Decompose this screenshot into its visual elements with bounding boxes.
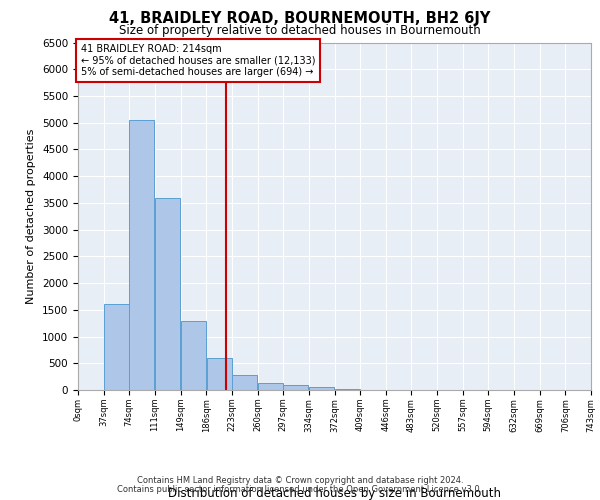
Text: Contains HM Land Registry data © Crown copyright and database right 2024.: Contains HM Land Registry data © Crown c… xyxy=(137,476,463,485)
X-axis label: Distribution of detached houses by size in Bournemouth: Distribution of detached houses by size … xyxy=(168,487,501,500)
Y-axis label: Number of detached properties: Number of detached properties xyxy=(26,128,37,304)
Bar xyxy=(206,358,232,390)
Bar xyxy=(129,120,154,390)
Text: Contains public sector information licensed under the Open Government Licence v3: Contains public sector information licen… xyxy=(118,484,482,494)
Bar xyxy=(283,385,308,390)
Bar xyxy=(257,382,283,390)
Bar xyxy=(104,304,129,390)
Text: Size of property relative to detached houses in Bournemouth: Size of property relative to detached ho… xyxy=(119,24,481,37)
Text: 41, BRAIDLEY ROAD, BOURNEMOUTH, BH2 6JY: 41, BRAIDLEY ROAD, BOURNEMOUTH, BH2 6JY xyxy=(109,11,491,26)
Bar xyxy=(155,198,180,390)
Bar xyxy=(232,375,257,390)
Bar xyxy=(181,320,206,390)
Text: 41 BRAIDLEY ROAD: 214sqm
← 95% of detached houses are smaller (12,133)
5% of sem: 41 BRAIDLEY ROAD: 214sqm ← 95% of detach… xyxy=(80,44,315,78)
Bar xyxy=(309,388,334,390)
